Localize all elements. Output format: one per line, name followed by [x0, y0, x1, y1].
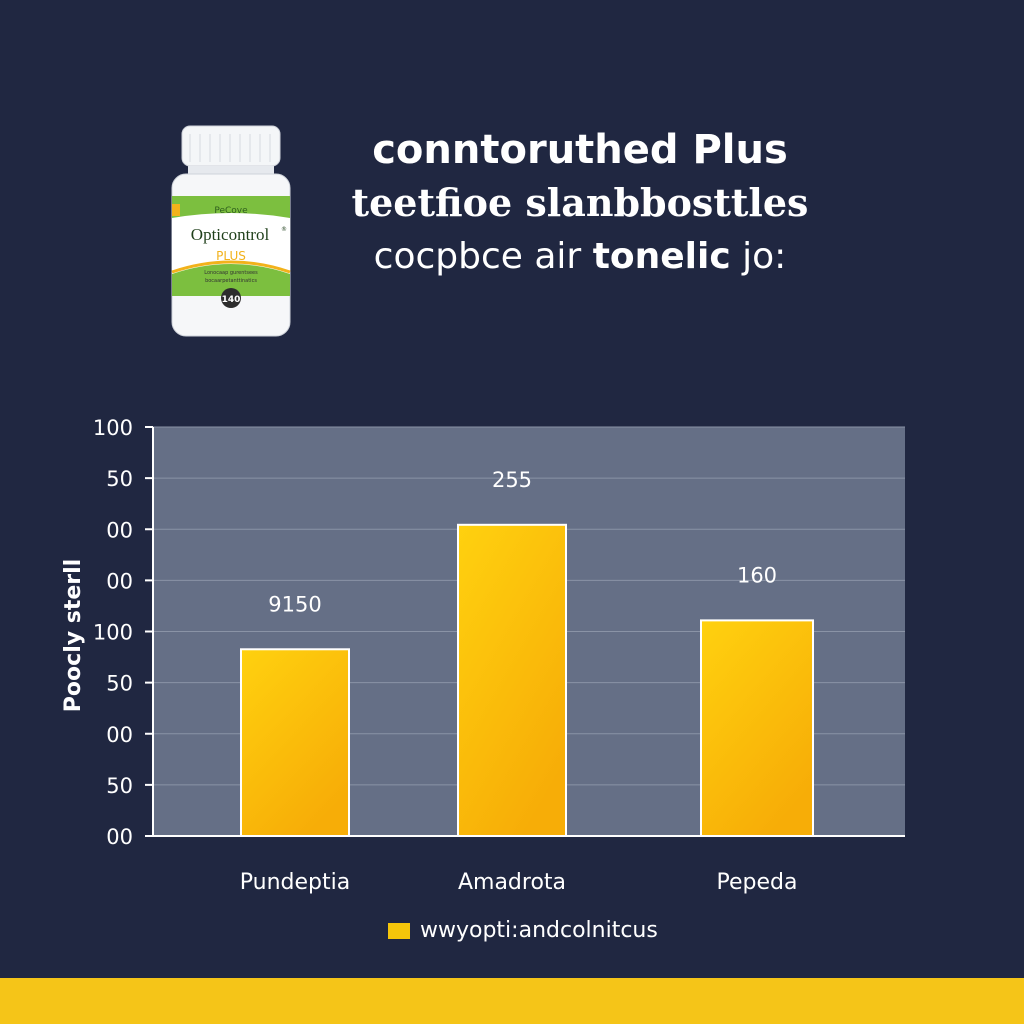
x-category-label: Amadrota: [458, 870, 566, 895]
y-tick-label: 00: [106, 723, 133, 747]
x-category-label: Pepeda: [717, 870, 798, 895]
bar-data-label: 255: [492, 468, 532, 492]
headline: conntoruthed Plus teetfioe slanbbosttles…: [330, 124, 830, 284]
product-fine-1: Lonocaap gurentsees: [204, 270, 258, 276]
y-tick-label: 50: [106, 467, 133, 491]
bar: [700, 619, 814, 837]
y-tick-label: 100: [93, 621, 133, 645]
product-brand-small: PeCove: [214, 206, 248, 216]
y-tick-label: 00: [106, 825, 133, 849]
bar-data-label: 9150: [268, 592, 321, 616]
headline-line-3: cocpbce air tonelic jo:: [330, 230, 830, 284]
product-name-mark: ®: [281, 226, 287, 233]
y-tick-label: 50: [106, 774, 133, 798]
product-name: Opticontrol: [191, 225, 270, 244]
y-tick-label: 100: [93, 416, 133, 440]
chart-legend: wwyopti:andcolnitcus: [388, 918, 658, 943]
legend-swatch: [388, 922, 410, 939]
headline-line-3-a: cocpbce air: [373, 236, 593, 277]
bar-data-label: 160: [737, 563, 777, 587]
y-tick-label: 50: [106, 672, 133, 696]
footer-accent-bar: [0, 978, 1024, 1024]
headline-line-3-c: jo:: [730, 236, 787, 277]
product-fine-2: bocaarpetanttinatics: [205, 278, 257, 284]
bar: [457, 523, 567, 837]
product-badge: 140: [222, 295, 241, 305]
headline-line-1: conntoruthed Plus: [372, 127, 788, 173]
bar: [240, 648, 350, 837]
y-tick-label: 00: [106, 518, 133, 542]
x-category-label: Pundeptia: [240, 870, 350, 895]
product-sub: PLUS: [216, 249, 246, 263]
y-axis-title: Poocly sterll: [61, 559, 86, 712]
product-bottle-image: PeCove Opticontrol ® PLUS Lonocaap guren…: [171, 125, 291, 337]
headline-line-2: teetfioe slanbbosttles: [351, 180, 809, 225]
legend-label: wwyopti:andcolnitcus: [420, 918, 658, 943]
y-tick-label: 00: [106, 569, 133, 593]
headline-line-3-b: tonelic: [592, 236, 731, 277]
